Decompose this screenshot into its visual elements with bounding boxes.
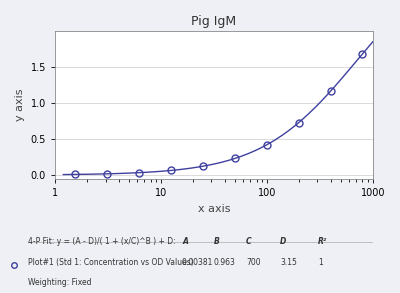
Text: B: B (214, 237, 220, 246)
Text: D: D (280, 237, 286, 246)
Text: Plot#1 (Std 1: Concentration vs OD Values): Plot#1 (Std 1: Concentration vs OD Value… (28, 258, 194, 267)
Text: R²: R² (318, 237, 327, 246)
Text: 4-P Fit: y = (A - D)/( 1 + (x/C)^B ) + D:: 4-P Fit: y = (A - D)/( 1 + (x/C)^B ) + D… (28, 237, 176, 246)
Text: A: A (182, 237, 188, 246)
Title: Pig IgM: Pig IgM (191, 15, 236, 28)
Text: 3.15: 3.15 (280, 258, 297, 267)
Text: C: C (246, 237, 252, 246)
Text: 700: 700 (246, 258, 261, 267)
Text: 0.00381: 0.00381 (182, 258, 213, 267)
Text: 0.963: 0.963 (214, 258, 236, 267)
Text: Weighting: Fixed: Weighting: Fixed (28, 278, 92, 287)
Text: 1: 1 (318, 258, 323, 267)
Y-axis label: y axis: y axis (15, 88, 25, 121)
X-axis label: x axis: x axis (198, 204, 230, 214)
